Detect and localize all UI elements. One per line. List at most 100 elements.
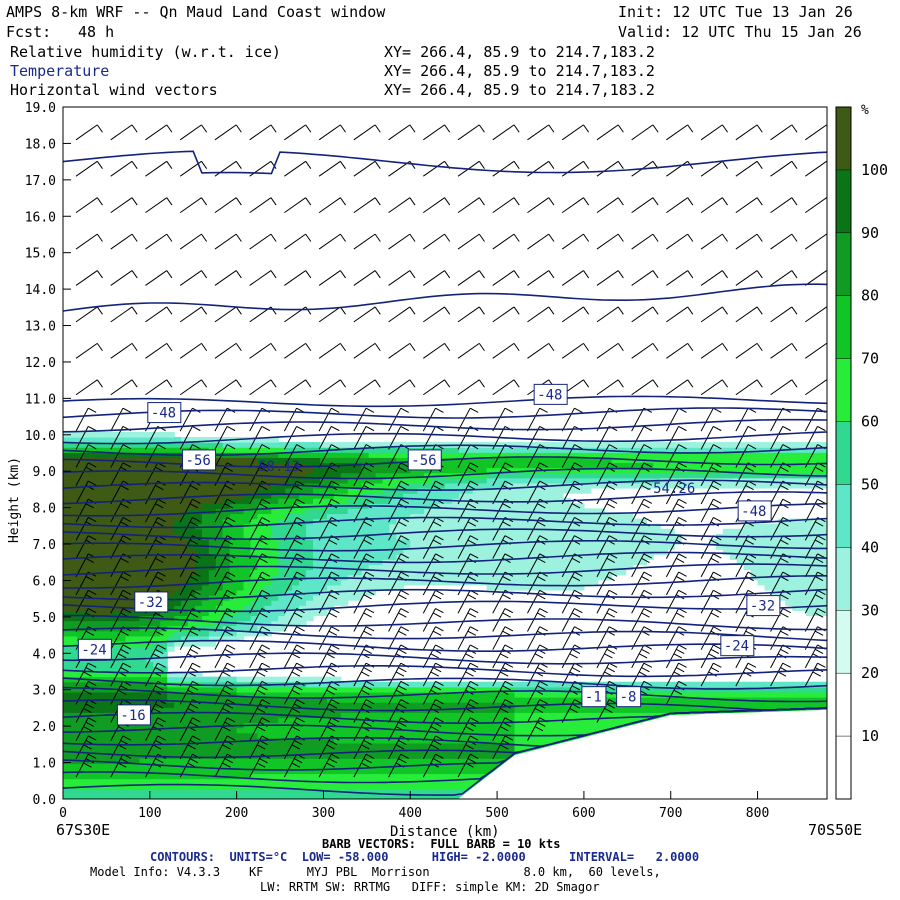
rh-cell [257,487,266,494]
rh-cell [278,528,286,535]
rh-cell [299,442,307,448]
rh-cell [500,554,509,560]
rh-cell [271,579,279,586]
rh-cell [570,467,578,474]
rh-cell [188,727,196,734]
rh-cell [368,442,377,448]
rh-cell [299,518,307,525]
rh-cell [299,538,307,545]
rh-cell [451,467,460,474]
rh-cell [306,528,314,535]
rh-cell [278,574,286,581]
rh-cell [438,691,446,698]
rh-cell [236,788,245,795]
rh-cell [132,788,140,795]
rh-cell [125,758,134,764]
rh-cell [576,722,585,729]
rh-cell [215,686,224,693]
rh-cell [76,523,85,530]
rh-cell [639,686,648,693]
rh-cell [201,559,210,566]
rh-cell [396,712,404,719]
rh-cell [465,513,474,520]
rh-cell [396,523,404,530]
rh-cell [340,528,349,535]
rh-cell [417,732,425,739]
rh-cell [604,549,613,555]
rh-cell [535,686,543,693]
rh-cell [174,569,182,576]
rh-cell [174,447,182,453]
rh-cell [528,559,536,566]
rh-cell [153,431,161,438]
rh-cell [438,778,446,785]
rh-cell [285,523,293,530]
rh-cell [285,615,293,622]
rh-cell [368,477,377,484]
rh-cell [535,472,543,479]
rh-cell [243,498,252,504]
rh-cell [97,630,106,637]
rh-cell [139,788,147,795]
rh-cell [389,452,397,458]
rh-cell [118,737,127,744]
rh-cell [521,467,529,474]
rh-cell [347,722,356,729]
rh-cell [97,472,106,479]
rh-cell [76,615,85,622]
rh-cell [472,523,481,530]
rh-cell [486,742,495,749]
rh-cell [104,493,113,499]
rh-cell [201,778,210,785]
rh-cell [486,477,495,484]
rh-cell [76,569,85,576]
rh-cell [118,732,127,739]
rh-cell [271,513,279,520]
rh-cell [410,442,418,448]
rh-cell [389,498,397,504]
rh-cell [542,691,550,698]
rh-cell [438,702,446,708]
rh-cell [125,579,134,586]
rh-cell [90,793,99,799]
rh-cell [146,513,154,520]
rh-cell [146,498,154,504]
rh-cell [257,447,266,453]
rh-cell [292,727,300,734]
rh-cell [576,707,585,713]
rh-cell [194,518,203,525]
rh-cell [271,447,279,453]
rh-cell [188,544,196,550]
rh-cell [590,707,599,713]
rh-cell [153,513,161,520]
rh-cell [174,477,182,484]
rh-cell [326,793,335,799]
rh-cell [111,544,120,550]
rh-cell [313,783,321,790]
rh-cell [236,569,245,576]
rh-cell [299,467,307,474]
rh-cell [97,717,106,724]
rh-cell [479,722,488,729]
rh-cell [375,569,384,576]
rh-cell [465,722,474,729]
rh-cell [90,717,99,724]
rh-cell [76,732,85,739]
rh-cell [167,513,175,520]
rh-cell [111,600,120,606]
rh-cell [528,554,536,560]
rh-cell [278,717,286,724]
rh-cell [396,462,404,469]
rh-cell [69,467,78,474]
rh-cell [271,702,279,708]
rh-cell [438,758,446,764]
rh-cell [472,533,481,540]
rh-cell [208,702,217,708]
rh-cell [361,712,370,719]
rh-cell [278,518,286,525]
rh-cell [431,686,439,693]
rh-cell [486,493,495,499]
rh-cell [472,712,481,719]
rh-cell [438,742,446,749]
rh-cell [597,559,606,566]
